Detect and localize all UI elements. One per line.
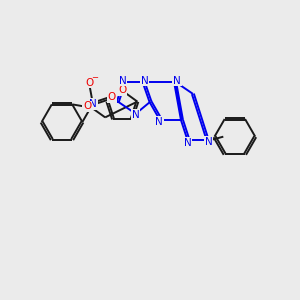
Text: N: N (141, 76, 148, 85)
Text: N: N (184, 138, 191, 148)
Text: N: N (205, 137, 212, 147)
Text: O: O (85, 77, 94, 88)
Text: O: O (107, 92, 116, 103)
Text: −: − (91, 73, 98, 82)
Text: N: N (173, 76, 181, 85)
Text: O: O (83, 101, 92, 112)
Text: N: N (118, 76, 126, 85)
Text: N: N (155, 117, 163, 127)
Text: N: N (89, 99, 97, 109)
Text: O: O (118, 85, 127, 95)
Text: N: N (132, 110, 140, 120)
